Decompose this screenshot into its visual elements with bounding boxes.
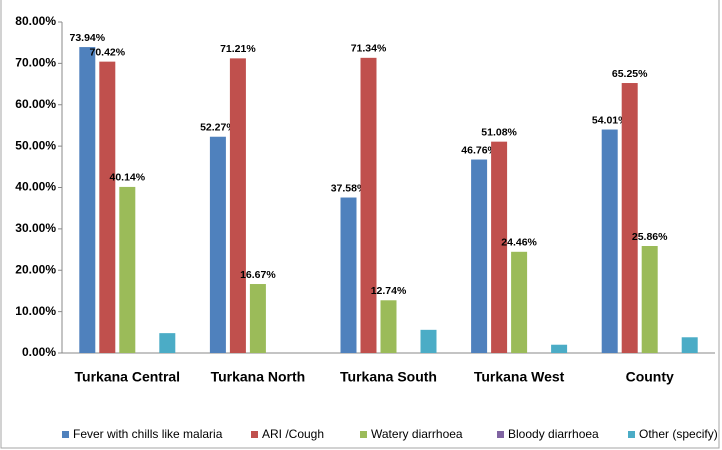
y-tick-label: 30.00% [15, 221, 56, 235]
bar [380, 300, 397, 353]
data-label: 71.34% [351, 43, 387, 55]
data-label: 65.25% [612, 68, 648, 80]
bar [159, 333, 176, 353]
legend-label: Bloody diarrhoea [508, 427, 599, 441]
legend-swatch [360, 431, 367, 438]
y-tick-label: 10.00% [15, 304, 56, 318]
bar [491, 141, 508, 353]
y-tick-label: 50.00% [15, 138, 56, 152]
data-label: 37.58% [331, 182, 367, 194]
y-tick-label: 40.00% [15, 180, 56, 194]
bar [601, 129, 618, 353]
bar [551, 344, 568, 353]
y-tick-label: 20.00% [15, 262, 56, 276]
legend-label: Fever with chills like malaria [73, 427, 223, 441]
bar [681, 337, 698, 353]
data-label: 71.21% [220, 43, 256, 55]
y-tick-label: 0.00% [22, 345, 56, 359]
data-label: 54.01% [592, 114, 628, 126]
bar [621, 83, 638, 353]
data-label: 16.67% [240, 269, 276, 281]
data-label: 73.94% [69, 32, 105, 44]
bar [119, 186, 136, 353]
data-label: 70.42% [89, 46, 125, 58]
bar [511, 251, 528, 353]
bar [641, 246, 658, 353]
data-label: 25.86% [632, 231, 668, 243]
bar [420, 329, 437, 353]
bar [249, 284, 266, 353]
legend-swatch [497, 431, 504, 438]
bar [209, 136, 226, 353]
x-tick-label: Turkana West [474, 369, 565, 385]
bar [99, 61, 116, 354]
y-tick-label: 70.00% [15, 56, 56, 70]
legend-swatch [251, 431, 258, 438]
data-label: 52.27% [200, 122, 236, 134]
bar [471, 159, 488, 353]
bar [360, 57, 377, 353]
legend-label: Watery diarrhoea [371, 427, 463, 441]
legend-label: ARI /Cough [262, 427, 324, 441]
data-label: 51.08% [481, 126, 517, 138]
bar [79, 47, 96, 354]
legend-label: Other (specify) [639, 427, 718, 441]
bar [340, 197, 357, 353]
data-label: 40.14% [109, 172, 145, 184]
x-tick-label: Turkana South [340, 369, 437, 385]
data-label: 24.46% [501, 237, 537, 249]
data-label: 46.76% [461, 144, 497, 156]
y-tick-label: 80.00% [15, 14, 56, 28]
x-tick-label: Turkana North [211, 369, 306, 385]
x-tick-label: County [626, 369, 674, 385]
y-tick-label: 60.00% [15, 97, 56, 111]
legend-swatch [62, 431, 69, 438]
data-label: 12.74% [371, 285, 407, 297]
bar [229, 58, 246, 354]
legend-swatch [628, 431, 635, 438]
x-tick-label: Turkana Central [75, 369, 181, 385]
